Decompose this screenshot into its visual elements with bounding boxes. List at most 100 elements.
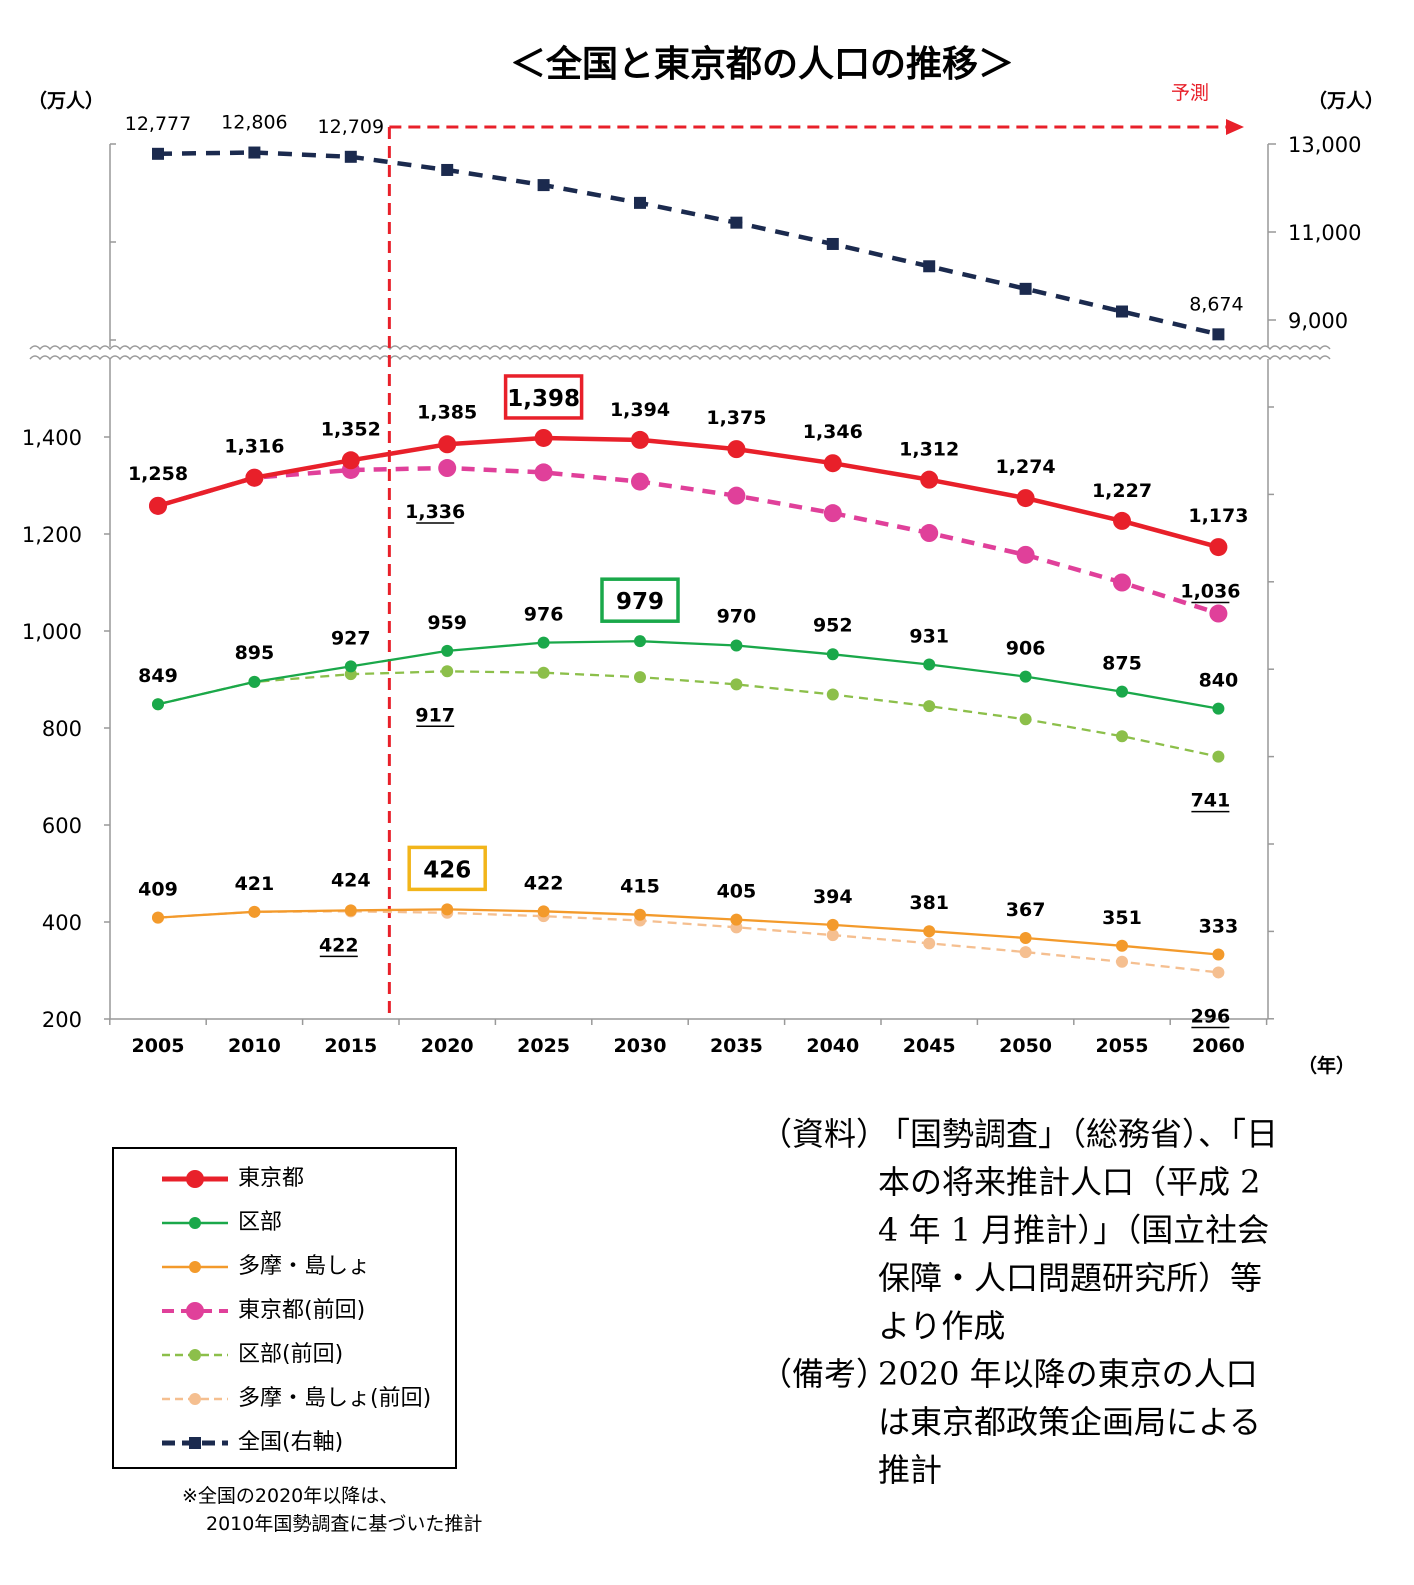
previous-data-label: 296 bbox=[1191, 1005, 1231, 1027]
source-notes: （資料） 「国勢調査」（総務省）、「日本の将来推計人口（平成 24 年 1 月推… bbox=[760, 1110, 1280, 1494]
series-point bbox=[826, 929, 839, 942]
series-point bbox=[923, 658, 936, 671]
series-point bbox=[1113, 573, 1131, 592]
highlight-label: 1,398 bbox=[507, 386, 580, 412]
previous-data-label: 1,036 bbox=[1180, 581, 1240, 603]
series-layer bbox=[149, 146, 1228, 979]
data-label: 424 bbox=[331, 869, 371, 891]
x-tick-label: 2030 bbox=[614, 1035, 667, 1057]
data-label: 1,258 bbox=[128, 463, 188, 485]
series-point bbox=[730, 678, 743, 691]
series-point bbox=[152, 698, 164, 711]
national-data-label: 12,806 bbox=[221, 112, 287, 134]
left-tick-label: 1,200 bbox=[22, 523, 82, 547]
series-point bbox=[1019, 932, 1032, 945]
data-label: 1,375 bbox=[706, 407, 766, 429]
previous-data-label: 1,336 bbox=[405, 501, 465, 523]
series-point bbox=[923, 925, 936, 938]
legend-label: 区部 bbox=[238, 1210, 283, 1235]
series-point bbox=[1019, 670, 1032, 683]
series-point-national bbox=[826, 237, 839, 250]
remarks-row: （備考） 2020 年以降の東京の人口は東京都政策企画局による推計 bbox=[760, 1350, 1280, 1494]
data-label: 409 bbox=[138, 879, 178, 901]
x-tick-label: 2025 bbox=[517, 1035, 570, 1057]
series-line-1 bbox=[157, 640, 1219, 710]
series-point bbox=[534, 428, 553, 447]
series-point-national bbox=[441, 163, 454, 176]
series-point bbox=[826, 648, 839, 661]
national-data-label: 12,709 bbox=[318, 116, 384, 138]
legend-label: 東京都(前回) bbox=[238, 1298, 366, 1323]
legend-label: 全国(右軸) bbox=[238, 1430, 344, 1455]
series-point bbox=[441, 903, 454, 916]
x-tick-label: 2045 bbox=[903, 1035, 956, 1057]
series-point bbox=[826, 688, 839, 701]
series-point bbox=[1212, 948, 1225, 961]
series-point-national bbox=[1212, 328, 1225, 341]
x-tick-label: 2020 bbox=[421, 1035, 474, 1057]
axes-layer: 200 400 600 800 1,000 1,200 1,400 9,000 11,000 13… bbox=[22, 119, 1361, 1057]
x-tick-label: 2040 bbox=[806, 1035, 859, 1057]
legend-item-ku-prev: 区部(前回) bbox=[114, 1340, 455, 1370]
series-point-national bbox=[1116, 305, 1128, 318]
x-tick-label: 2055 bbox=[1096, 1035, 1149, 1057]
series-point bbox=[344, 660, 357, 673]
series-point bbox=[823, 454, 842, 473]
legend-item-national: 全国(右軸) bbox=[114, 1428, 455, 1458]
series-point bbox=[1212, 966, 1225, 979]
series-point bbox=[152, 911, 164, 924]
x-axis-unit: （年） bbox=[1298, 1054, 1355, 1077]
series-line-3 bbox=[157, 465, 1220, 616]
series-point bbox=[1116, 955, 1128, 968]
series-point-national bbox=[634, 196, 646, 209]
legend-label: 多摩・島しょ bbox=[238, 1254, 371, 1279]
series-point bbox=[1116, 685, 1128, 698]
right-axis-unit: （万人） bbox=[1308, 89, 1384, 112]
series-point bbox=[441, 665, 454, 678]
source-text: 「国勢調査」（総務省）、「日本の将来推計人口（平成 24 年 1 月推計）」（国… bbox=[878, 1115, 1279, 1345]
series-point bbox=[730, 913, 743, 926]
remarks-text: 2020 年以降の東京の人口は東京都政策企画局による推計 bbox=[878, 1355, 1262, 1489]
series-point bbox=[1212, 750, 1225, 763]
footnote-line-1: ※全国の2020年以降は、 bbox=[182, 1485, 399, 1507]
data-label: 906 bbox=[1006, 638, 1046, 660]
data-label: 415 bbox=[620, 876, 660, 898]
x-tick-label: 2050 bbox=[999, 1035, 1052, 1057]
legend-swatch-tama bbox=[162, 1261, 228, 1273]
series-point bbox=[1019, 946, 1032, 959]
source-label: （資料） bbox=[760, 1115, 889, 1153]
legend-swatch-tokyo-prev bbox=[162, 1302, 228, 1320]
forecast-label: 予測 bbox=[1171, 82, 1209, 104]
forecast-arrow-head bbox=[1226, 119, 1244, 135]
data-label: 1,346 bbox=[803, 421, 863, 443]
series-point-national bbox=[537, 179, 550, 192]
series-point bbox=[1019, 713, 1032, 726]
data-label: 1,173 bbox=[1188, 505, 1248, 527]
series-line-2 bbox=[157, 908, 1219, 956]
legend-swatch-ku bbox=[162, 1217, 228, 1229]
data-label: 875 bbox=[1102, 653, 1142, 675]
labels-layer: 1,258 1,316 1,352 1,385 1,398 1,394 1,375 1,346… bbox=[125, 112, 1248, 1029]
series-point bbox=[1016, 489, 1035, 508]
previous-data-label: 422 bbox=[319, 934, 359, 956]
right-tick-label: 11,000 bbox=[1288, 221, 1361, 245]
series-line-4 bbox=[157, 670, 1219, 758]
legend-item-tokyo-prev: 東京都(前回) bbox=[114, 1296, 455, 1326]
series-point bbox=[727, 440, 746, 459]
series-point bbox=[1113, 511, 1131, 530]
data-label: 927 bbox=[331, 627, 371, 649]
highlight-label: 426 bbox=[423, 857, 471, 883]
legend-swatch-national bbox=[162, 1437, 228, 1449]
data-label: 405 bbox=[717, 881, 757, 903]
footnote-line-2: 2010年国勢調査に基づいた推計 bbox=[206, 1513, 483, 1535]
x-tick-label: 2010 bbox=[228, 1035, 281, 1057]
right-tick-label: 9,000 bbox=[1288, 309, 1348, 333]
series-point bbox=[248, 905, 261, 918]
series-point bbox=[823, 504, 842, 523]
series-point bbox=[730, 639, 743, 652]
series-point bbox=[1116, 939, 1128, 952]
series-point bbox=[727, 486, 746, 505]
series-point bbox=[534, 463, 553, 482]
data-label: 351 bbox=[1102, 907, 1142, 929]
left-tick-label: 200 bbox=[42, 1008, 82, 1032]
